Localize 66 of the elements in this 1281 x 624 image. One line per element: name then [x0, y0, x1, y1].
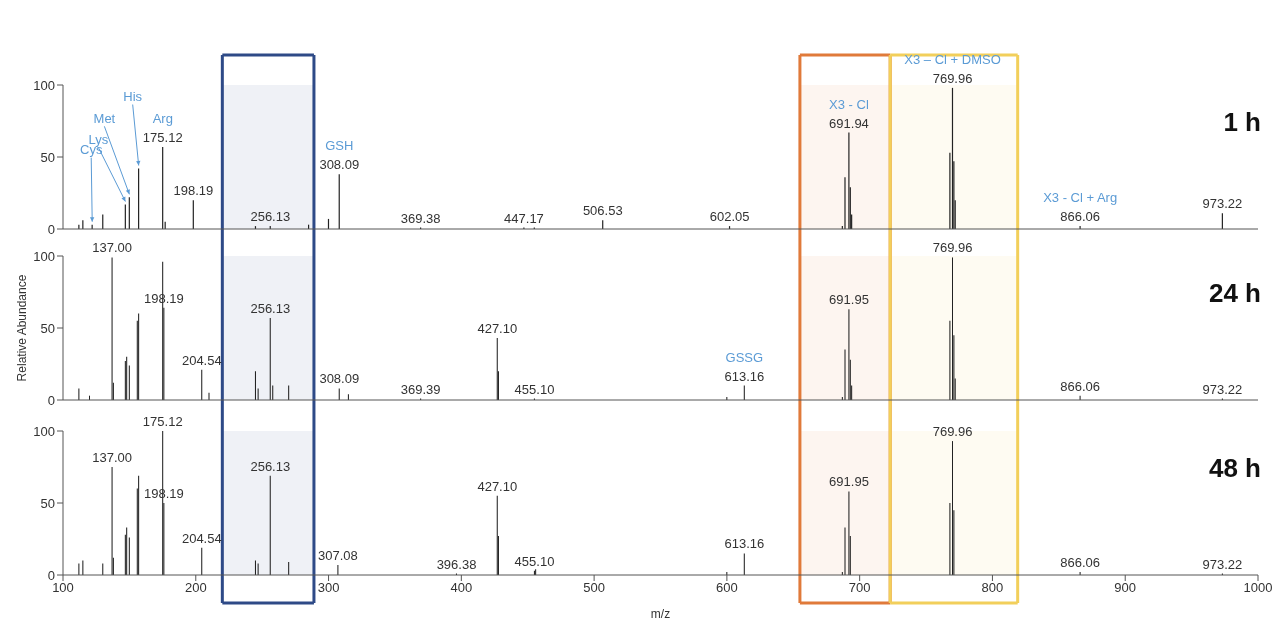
y-tick-label: 100	[33, 248, 55, 264]
text: 1 h	[1223, 107, 1261, 138]
annotation: 455.10	[514, 381, 555, 397]
annotation: 506.53	[582, 203, 623, 219]
y-tick-label: 0	[47, 221, 55, 237]
annotation: 308.09	[319, 371, 360, 387]
x-tick-label: 900	[1114, 580, 1137, 596]
annotation: 613.16	[724, 536, 765, 552]
annotation: 369.38	[400, 210, 441, 226]
annotation: 427.10	[477, 478, 518, 494]
annotation: 256.13	[250, 209, 291, 225]
annotation: X3 - Cl	[829, 96, 869, 112]
annotation: 691.95	[829, 292, 869, 308]
annotation: X3 - Cl + Arg	[1043, 190, 1118, 206]
annotation: 602.05	[709, 209, 750, 225]
annotation: 613.16	[724, 368, 765, 384]
annotation: 256.13	[250, 300, 291, 316]
x-tick-label: 300	[317, 580, 340, 596]
annotation: 308.09	[319, 157, 360, 173]
annotation: 427.10	[477, 321, 518, 337]
annotation: 866.06	[1060, 555, 1101, 571]
annotation: 137.00	[92, 240, 133, 256]
annotation: 691.95	[829, 474, 869, 490]
annotation: 396.38	[436, 556, 477, 572]
annotation: 769.96	[932, 240, 973, 256]
annotation: 866.06	[1060, 378, 1101, 394]
annotation: 973.22	[1202, 196, 1243, 212]
y-tick-label: 0	[47, 392, 55, 408]
annotation: 769.96	[932, 424, 973, 440]
annotation: 137.00	[92, 450, 133, 465]
annotation: 866.06	[1060, 209, 1101, 225]
y-tick-label: 50	[40, 495, 55, 511]
x-tick-label: 700	[848, 580, 871, 596]
y-tick-label: 50	[40, 320, 55, 336]
y-tick-label: 100	[33, 423, 55, 439]
annotation: 973.22	[1202, 556, 1243, 572]
annotation: 369.39	[400, 381, 441, 397]
annotation: Arg	[152, 110, 173, 126]
annotation: Met	[93, 110, 116, 126]
text: 24 h	[1208, 278, 1261, 309]
x-tick-label: 600	[716, 580, 738, 596]
annotation: 198.19	[173, 183, 214, 199]
text: 48 h	[1208, 453, 1261, 484]
annotation: His	[123, 89, 143, 105]
annotation: 447.17	[504, 210, 544, 226]
annotation: GSSG	[725, 349, 764, 365]
annotation: 455.10	[514, 553, 555, 569]
annotation: 307.08	[318, 547, 358, 563]
annotation: 175.12	[142, 414, 183, 429]
x-tick-label: 500	[583, 580, 605, 596]
x-tick-label: 1000	[1243, 580, 1273, 596]
x-tick-label: 400	[450, 580, 473, 596]
y-axis-title: Relative Abundance	[15, 274, 30, 382]
annotation: 691.94	[829, 115, 869, 131]
x-axis-title: m/z	[650, 607, 671, 621]
annotation: 973.22	[1202, 381, 1243, 397]
annotation: 256.13	[250, 458, 291, 474]
x-tick-label: 800	[981, 580, 1004, 596]
annotation: X3 – Cl + DMSO	[904, 51, 1001, 67]
y-tick-label: 50	[40, 149, 55, 165]
y-tick-label: 100	[33, 77, 55, 93]
annotation: GSH	[325, 138, 354, 154]
annotation: 175.12	[142, 129, 183, 145]
y-tick-label: 0	[47, 567, 55, 583]
x-tick-label: 200	[184, 580, 207, 596]
annotation: 769.96	[932, 70, 973, 86]
